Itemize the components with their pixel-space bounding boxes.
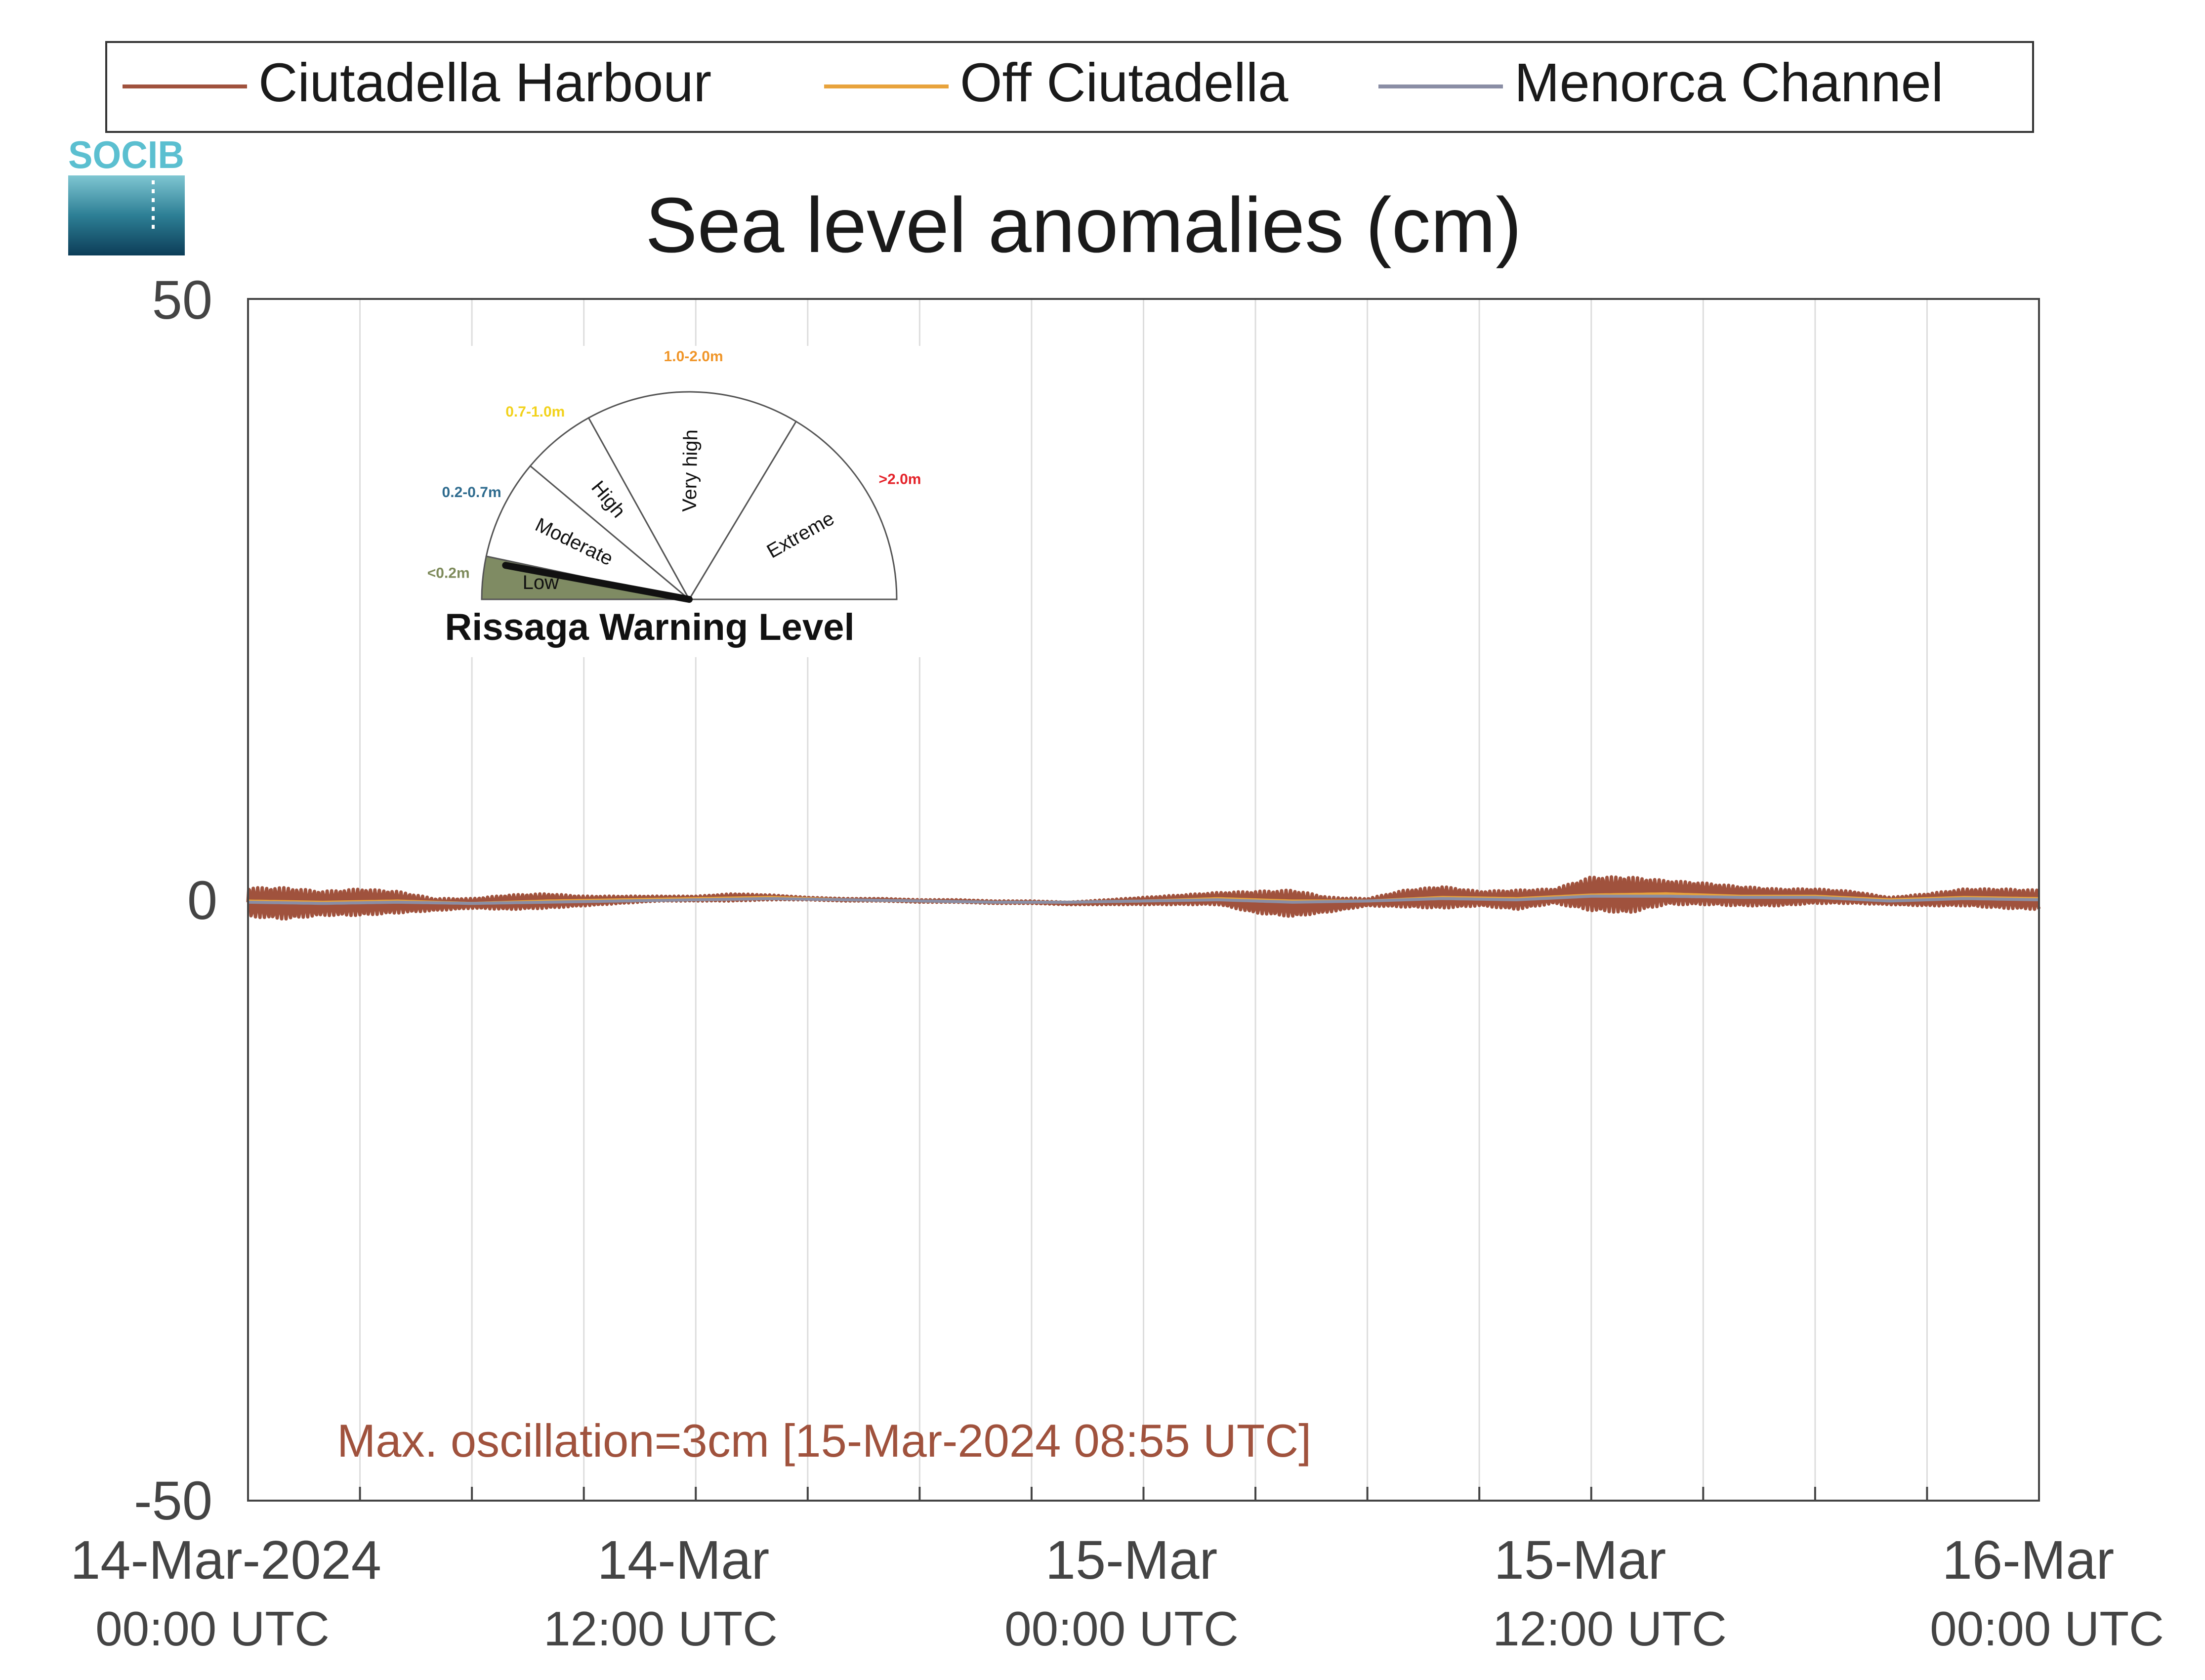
legend-label-menorca-channel: Menorca Channel <box>1514 52 1943 113</box>
gauge-range-extreme: >2.0m <box>879 471 921 488</box>
x-tick-date-4: 16-Mar <box>1942 1530 2114 1591</box>
x-tick-date-3: 15-Mar <box>1494 1530 1666 1591</box>
socib-logo-text: SOCIB <box>68 133 184 176</box>
gauge-range-very-high: 1.0-2.0m <box>664 348 723 365</box>
legend-box <box>105 41 2034 133</box>
legend-label-ciutadella-harbour: Ciutadella Harbour <box>258 52 711 113</box>
x-tick-time-3: 12:00 UTC <box>1493 1601 1727 1656</box>
x-tick-date-2: 15-Mar <box>1045 1530 1217 1591</box>
gauge-needle <box>502 562 693 603</box>
inset-title: Rissaga Warning Level <box>445 606 854 648</box>
gauge-level-very-high: Very high <box>679 429 702 512</box>
series-layer <box>246 875 2041 921</box>
y-tick-label-minus-50: -50 <box>134 1470 212 1531</box>
gauge-segment-extreme <box>688 420 898 600</box>
gauge-segment-high <box>529 417 690 600</box>
gauge-range-moderate: 0.2-0.7m <box>442 484 501 501</box>
x-tick-date-1: 14-Mar <box>597 1530 769 1591</box>
x-tick-time-0: 00:00 UTC <box>95 1601 330 1656</box>
y-tick-label-50: 50 <box>152 270 212 331</box>
x-tick-date-0: 14-Mar-2024 <box>70 1530 381 1591</box>
legend: Ciutadella Harbour Off Ciutadella Menorc… <box>105 41 2034 133</box>
legend-label-off-ciutadella: Off Ciutadella <box>960 52 1289 113</box>
x-tick-time-1: 12:00 UTC <box>543 1601 778 1656</box>
gauge-segment-moderate <box>485 464 690 600</box>
x-tick-time-2: 00:00 UTC <box>1004 1601 1239 1656</box>
gauge-segments <box>481 391 898 601</box>
gauge-segment-very-high <box>587 391 797 601</box>
gauge-range-high: 0.7-1.0m <box>505 404 565 420</box>
gauge-range-low: <0.2m <box>427 565 470 582</box>
plot-frame <box>247 298 2040 1502</box>
socib-logo-mark <box>68 175 185 255</box>
y-tick-label-0: 0 <box>187 870 217 931</box>
x-minor-ticks <box>359 1487 1928 1501</box>
x-tick-time-4: 00:00 UTC <box>1930 1601 2164 1656</box>
max-oscillation-annotation: Max. oscillation=3cm [15-Mar-2024 08:55 … <box>337 1415 1311 1467</box>
chart-title: Sea level anomalies (cm) <box>645 182 1522 269</box>
series-line-menorca-channel <box>248 894 2039 905</box>
socib-logo: SOCIB <box>68 133 185 255</box>
